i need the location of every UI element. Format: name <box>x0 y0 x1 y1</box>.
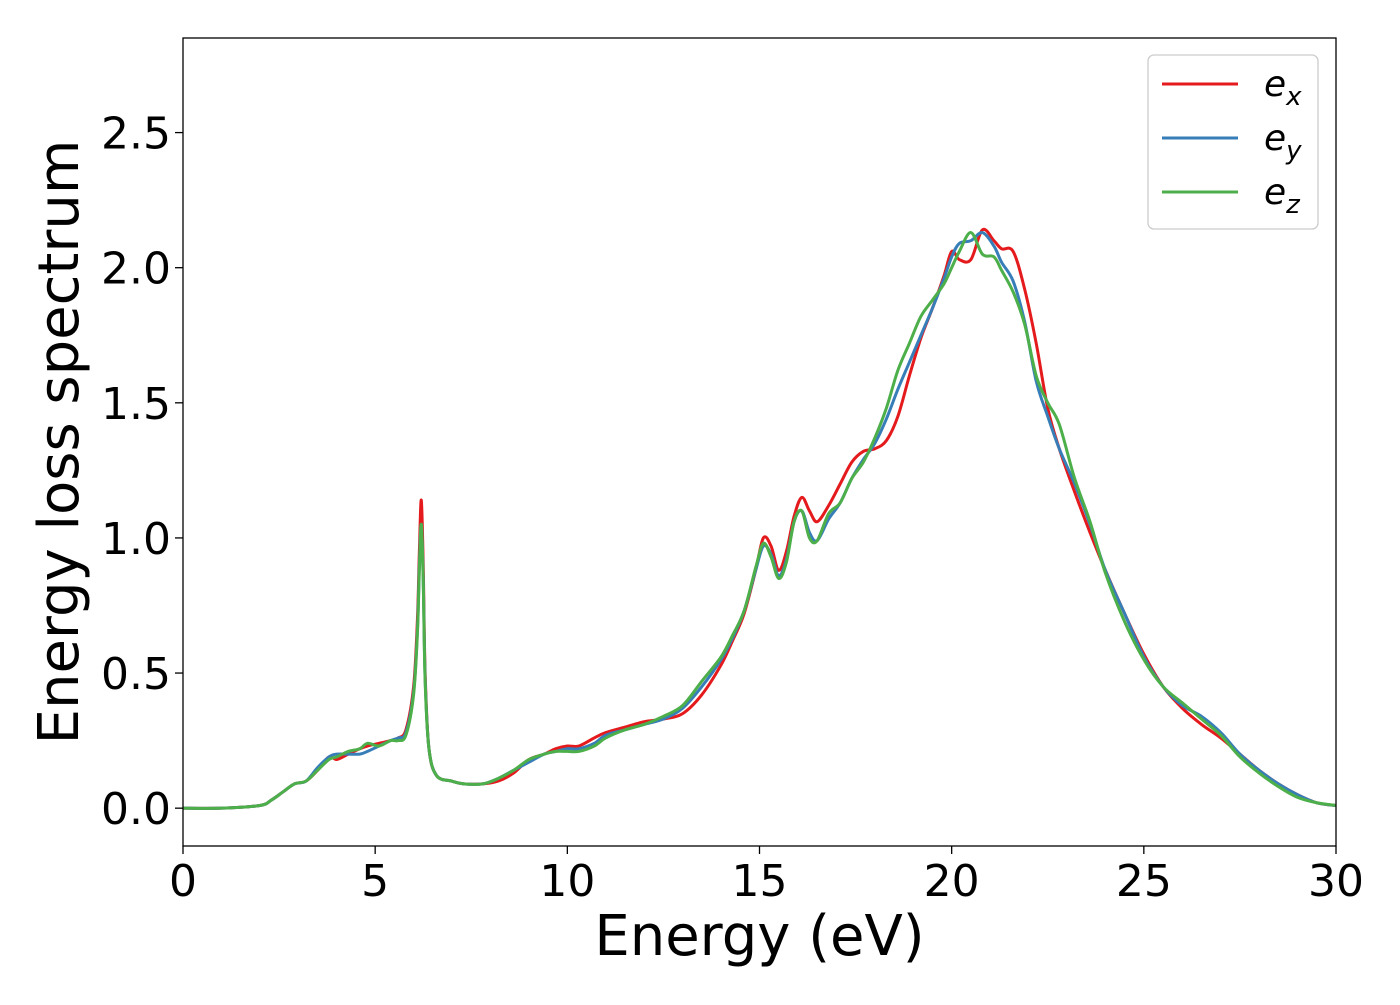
y-tick-label: 1.5 <box>101 379 171 430</box>
x-tick-label: 0 <box>169 856 197 907</box>
x-tick-label: 10 <box>539 856 595 907</box>
y-axis-title: Energy loss spectrum <box>27 140 92 745</box>
series-line-y <box>183 231 1336 810</box>
legend: ex ey ez <box>1147 54 1319 230</box>
legend-label-z: ez <box>1264 172 1301 220</box>
legend-frame <box>1147 54 1319 230</box>
x-axis-ticks: 0 5 10 15 20 25 30 <box>169 846 1364 907</box>
x-axis-title: Energy (eV) <box>594 904 924 969</box>
y-tick-label: 2.0 <box>101 244 171 295</box>
y-tick-label: 0.5 <box>101 649 171 700</box>
series-line-x <box>183 227 1336 810</box>
legend-label-x: ex <box>1264 64 1302 112</box>
series-line-z <box>183 231 1336 810</box>
legend-label-y: ey <box>1264 118 1302 166</box>
y-axis-ticks: 0.0 0.5 1.0 1.5 2.0 2.5 <box>101 109 183 835</box>
x-tick-label: 20 <box>924 856 980 907</box>
x-tick-label: 30 <box>1308 856 1364 907</box>
x-tick-label: 15 <box>732 856 788 907</box>
y-tick-label: 0.0 <box>101 784 171 835</box>
y-tick-label: 1.0 <box>101 514 171 565</box>
y-tick-label: 2.5 <box>101 109 171 160</box>
plot-area <box>183 227 1336 810</box>
x-tick-label: 5 <box>361 856 389 907</box>
x-tick-label: 25 <box>1116 856 1172 907</box>
